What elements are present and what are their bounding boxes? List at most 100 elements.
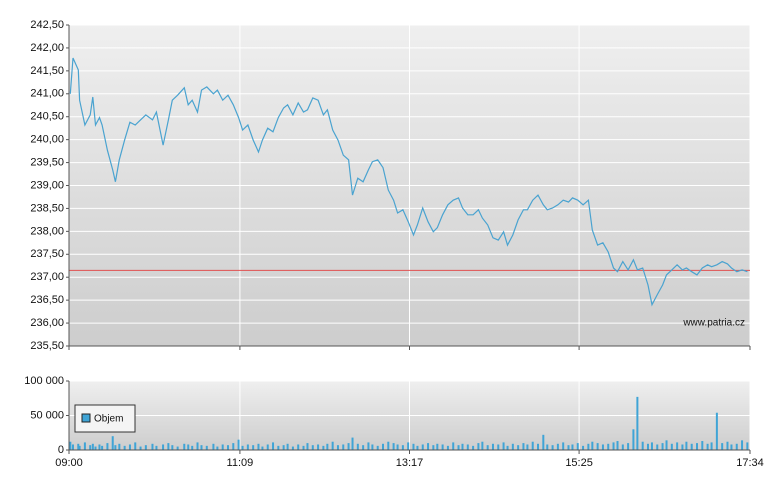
volume-bar (128, 444, 131, 450)
volume-bar (735, 443, 738, 450)
volume-bar (710, 442, 713, 450)
y-tick-label: 237,50 (30, 248, 64, 260)
volume-bar (162, 444, 165, 450)
volume-bar (616, 441, 619, 450)
volume-bar (71, 444, 74, 450)
y-tick-label: 240,00 (30, 134, 64, 146)
volume-bar (596, 443, 599, 450)
volume-bar (272, 442, 275, 450)
volume-bar (621, 444, 624, 450)
volume-bar (69, 441, 72, 450)
volume-bar (741, 440, 744, 450)
volume-bar (461, 443, 464, 450)
volume-bar (171, 445, 174, 450)
volume-bar (656, 444, 659, 450)
volume-bar (306, 443, 309, 450)
volume-bar (407, 442, 410, 450)
volume-bar (362, 445, 365, 450)
volume-bar (646, 443, 649, 450)
y-tick-label: 235,50 (30, 340, 64, 352)
volume-bar (486, 445, 489, 450)
volume-bar (167, 443, 170, 450)
volume-bar (196, 442, 199, 450)
volume-bar (101, 445, 104, 450)
y-tick-label: 50 000 (30, 409, 64, 421)
y-tick-label: 236,50 (30, 294, 64, 306)
volume-bar (472, 445, 475, 450)
volume-bar (241, 445, 244, 450)
volume-bar (347, 443, 350, 450)
volume-bar (266, 444, 269, 450)
volume-bar (432, 445, 435, 450)
volume-bar (412, 443, 415, 450)
volume-bar (83, 442, 86, 450)
volume-bar (670, 443, 673, 450)
volume-bar (111, 436, 114, 450)
volume-bar (537, 443, 540, 450)
volume-bar (106, 443, 109, 450)
volume-bar (331, 441, 334, 450)
volume-bar (696, 443, 699, 450)
volume-bar (421, 444, 424, 450)
volume-bar (546, 444, 549, 450)
volume-bar (571, 444, 574, 450)
volume-bar (526, 444, 529, 450)
volume-bar (356, 443, 359, 450)
volume-bar (650, 442, 653, 450)
volume-bar (582, 445, 585, 450)
volume-bar (641, 441, 644, 450)
volume-bar (502, 442, 505, 450)
watermark: www.patria.cz (682, 318, 745, 329)
y-tick-label: 239,50 (30, 156, 64, 168)
volume-bar (216, 446, 219, 450)
y-tick-label: 0 (58, 444, 64, 456)
volume-bar (481, 441, 484, 450)
volume-bar (326, 443, 329, 450)
volume-bar (715, 412, 718, 450)
volume-bar (205, 445, 208, 450)
x-tick-label: 17:34 (736, 457, 764, 469)
volume-bar (511, 443, 514, 450)
volume-bar (311, 445, 314, 450)
volume-bar (746, 442, 749, 450)
volume-bar (576, 443, 579, 450)
volume-bar (636, 396, 639, 450)
volume-bar (282, 445, 285, 450)
volume-bar (91, 443, 94, 450)
volume-bar (387, 441, 390, 450)
volume-bar (556, 443, 559, 450)
y-tick-label: 240,50 (30, 111, 64, 123)
volume-bar (551, 445, 554, 450)
volume-bar (457, 445, 460, 450)
volume-bar (302, 445, 305, 450)
volume-bar (612, 442, 615, 450)
volume-bar (427, 443, 430, 450)
volume-bar (531, 441, 534, 450)
volume-bar (416, 445, 419, 450)
y-tick-label: 236,00 (30, 317, 64, 329)
volume-bar (452, 442, 455, 450)
volume-bar (627, 443, 630, 450)
volume-bar (322, 445, 325, 450)
volume-bar (351, 437, 354, 450)
volume-bar (441, 444, 444, 450)
volume-bar (506, 445, 509, 450)
volume-bar (139, 446, 142, 450)
volume-bar (114, 445, 117, 450)
volume-bar (661, 443, 664, 450)
y-tick-label: 238,50 (30, 202, 64, 214)
volume-bar (176, 446, 179, 450)
volume-bar (517, 445, 520, 450)
x-tick-label: 09:00 (55, 457, 83, 469)
volume-bar (342, 444, 345, 450)
volume-bar (681, 444, 684, 450)
volume-bar (277, 445, 280, 450)
volume-bar (77, 443, 80, 450)
volume-bar (685, 441, 688, 450)
legend-swatch (81, 413, 91, 423)
volume-bar (591, 441, 594, 450)
volume-bar (317, 444, 320, 450)
volume-bar (721, 443, 724, 450)
volume-bar (94, 446, 97, 450)
